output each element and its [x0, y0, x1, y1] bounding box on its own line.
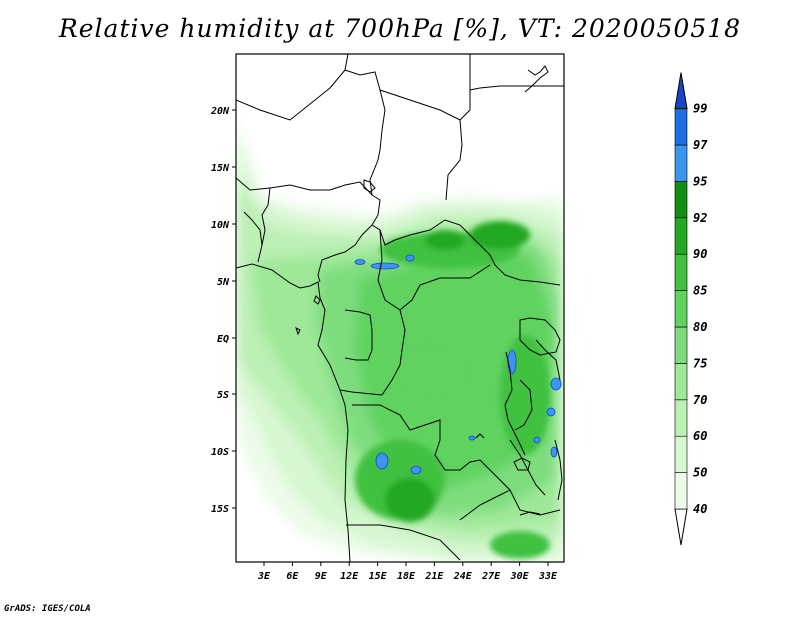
- latitude-axis: 20N 15N 10N 5N EQ 5S 10S 15S: [210, 106, 236, 515]
- colorbar-label: 95: [693, 174, 707, 188]
- lon-tick-label: 21E: [424, 571, 444, 582]
- longitude-axis: 3E 6E 9E 12E 15E 18E 21E 24E 27E 30E 33E: [257, 562, 558, 582]
- colorbar-segment: [674, 144, 688, 182]
- colorbar-label: 40: [693, 502, 707, 516]
- colorbar-extend-high: [674, 72, 688, 110]
- lat-tick-label: 10S: [211, 447, 229, 458]
- colorbar-label: 85: [693, 284, 707, 298]
- lat-tick-label: 5S: [217, 390, 229, 401]
- lat-tick-label: 10N: [211, 220, 230, 231]
- colorbar-segment: [674, 217, 688, 255]
- colorbar-segment: [674, 326, 688, 364]
- saturated-patches: [354, 254, 562, 475]
- colorbar: 40 50 60 70 75 80 85 90 92 95 97 99: [674, 72, 708, 546]
- colorbar-segment: [674, 181, 688, 219]
- colorbar-segment: [674, 108, 688, 146]
- colorbar-label: 97: [693, 138, 708, 152]
- humidity-field: [236, 54, 564, 562]
- lon-tick-label: 24E: [453, 571, 473, 582]
- colorbar-segment: [674, 435, 688, 473]
- lon-tick-label: 27E: [481, 571, 501, 582]
- colorbar-segment: [674, 253, 688, 291]
- contour-90: [385, 478, 435, 522]
- colorbar-segment: [674, 472, 688, 510]
- lat-tick-label: 5N: [217, 277, 230, 288]
- lon-tick-label: 12E: [340, 571, 359, 582]
- colorbar-label: 92: [693, 211, 707, 225]
- colorbar-segment: [674, 363, 688, 401]
- colorbar-extend-low: [674, 508, 688, 546]
- colorbar-label: 90: [693, 247, 707, 261]
- colorbar-label: 60: [693, 429, 707, 443]
- lon-tick-label: 18E: [397, 571, 416, 582]
- lon-tick-label: 3E: [257, 571, 271, 582]
- colorbar-segment: [674, 399, 688, 437]
- colorbar-label: 80: [693, 320, 707, 334]
- chart-title: Relative humidity at 700hPa [%], VT: 202…: [58, 14, 742, 43]
- lon-tick-label: 9E: [315, 571, 328, 582]
- lon-tick-label: 15E: [369, 571, 388, 582]
- lon-tick-label: 6E: [286, 571, 299, 582]
- lon-tick-label: 30E: [510, 571, 530, 582]
- lat-tick-label: 20N: [210, 106, 230, 117]
- lon-tick-label: 33E: [538, 571, 558, 582]
- credit-text: GrADS: IGES/COLA: [4, 604, 91, 614]
- colorbar-label: 75: [693, 356, 707, 370]
- lat-tick-label: 15N: [211, 163, 230, 174]
- lat-tick-label: EQ: [217, 334, 229, 345]
- lat-tick-label: 15S: [211, 504, 229, 515]
- country-borders: [236, 54, 564, 562]
- colorbar-label: 70: [693, 393, 707, 407]
- map-frame: [235, 53, 565, 563]
- colorbar-label: 50: [693, 466, 707, 480]
- colorbar-segment: [674, 290, 688, 328]
- colorbar-label: 99: [693, 102, 707, 116]
